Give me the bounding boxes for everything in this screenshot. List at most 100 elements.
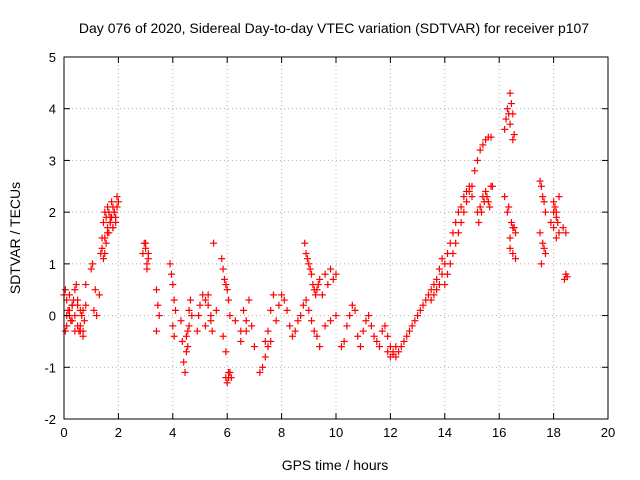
data-point: [316, 275, 324, 283]
data-point: [332, 312, 340, 320]
data-point: [264, 327, 272, 335]
y-tick-label: -2: [44, 412, 56, 427]
data-point: [212, 306, 220, 314]
data-point: [186, 296, 194, 304]
data-point: [547, 218, 555, 226]
data-point: [305, 306, 313, 314]
data-point: [554, 218, 562, 226]
data-point: [457, 203, 465, 211]
x-tick-label: 20: [601, 425, 615, 440]
x-tick-label: 6: [224, 425, 231, 440]
data-point: [154, 301, 162, 309]
data-point: [248, 322, 256, 330]
data-point: [193, 327, 201, 335]
data-point: [370, 332, 378, 340]
data-point: [306, 265, 314, 273]
data-point: [480, 198, 488, 206]
data-point: [460, 193, 468, 201]
data-point: [433, 286, 441, 294]
data-point: [166, 260, 174, 268]
data-point: [510, 131, 518, 139]
data-point: [367, 322, 375, 330]
data-point: [99, 255, 107, 263]
data-point: [313, 286, 321, 294]
data-point: [90, 306, 98, 314]
data-point: [384, 332, 392, 340]
data-point: [457, 218, 465, 226]
data-point: [473, 156, 481, 164]
data-point: [414, 312, 422, 320]
data-point: [305, 260, 313, 268]
data-point: [482, 187, 490, 195]
data-point: [479, 141, 487, 149]
data-point: [501, 125, 509, 133]
data-point: [446, 260, 454, 268]
data-point: [61, 327, 69, 335]
data-point: [501, 193, 509, 201]
data-point: [169, 281, 177, 289]
data-point: [536, 229, 544, 237]
data-point: [210, 239, 218, 247]
data-point: [79, 327, 87, 335]
data-point: [204, 291, 212, 299]
data-point: [378, 327, 386, 335]
data-point: [196, 301, 204, 309]
data-point: [302, 250, 310, 258]
data-point: [550, 198, 558, 206]
data-point: [182, 332, 190, 340]
data-point: [512, 255, 520, 263]
data-point: [552, 234, 560, 242]
data-point: [256, 368, 264, 376]
data-point: [373, 337, 381, 345]
data-point: [93, 312, 101, 320]
data-point: [68, 317, 76, 325]
data-point: [142, 239, 150, 247]
data-point: [308, 270, 316, 278]
data-point: [261, 353, 269, 361]
data-point: [318, 291, 326, 299]
data-point: [299, 301, 307, 309]
data-point: [487, 133, 495, 141]
data-point: [110, 208, 118, 216]
y-tick-label: 0: [49, 309, 56, 324]
data-point: [267, 306, 275, 314]
data-point: [201, 296, 209, 304]
data-point: [356, 343, 364, 351]
data-point: [562, 229, 570, 237]
data-point: [541, 250, 549, 258]
data-point: [182, 348, 190, 356]
data-point: [172, 306, 180, 314]
data-point: [329, 275, 337, 283]
data-point: [231, 317, 239, 325]
data-point: [540, 198, 548, 206]
data-point: [207, 317, 215, 325]
data-point: [226, 368, 234, 376]
data-point: [444, 270, 452, 278]
data-point: [219, 265, 227, 273]
data-point: [463, 198, 471, 206]
data-point: [169, 322, 177, 330]
y-tick-label: 2: [49, 205, 56, 220]
data-point: [250, 343, 258, 351]
data-point: [435, 265, 443, 273]
data-point: [78, 312, 86, 320]
data-point: [223, 286, 231, 294]
data-point: [483, 193, 491, 201]
data-point: [359, 327, 367, 335]
y-tick-label: -1: [44, 360, 56, 375]
data-point: [563, 273, 571, 281]
data-point: [65, 306, 73, 314]
data-point: [502, 115, 510, 123]
data-point: [74, 322, 82, 330]
data-point: [510, 224, 518, 232]
data-point: [101, 234, 109, 242]
data-point: [351, 306, 359, 314]
data-point: [454, 229, 462, 237]
data-point: [381, 322, 389, 330]
data-point: [113, 203, 121, 211]
x-tick-label: 8: [278, 425, 285, 440]
data-point: [403, 332, 411, 340]
data-point: [465, 187, 473, 195]
data-point: [346, 312, 354, 320]
data-point: [288, 332, 296, 340]
